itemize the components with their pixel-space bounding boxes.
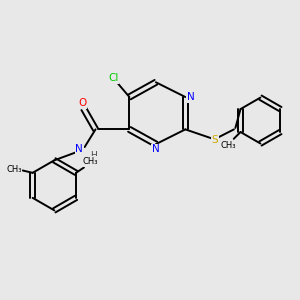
- Text: CH₃: CH₃: [6, 165, 22, 174]
- Text: N: N: [187, 92, 194, 102]
- Text: H: H: [90, 151, 97, 160]
- Text: N: N: [76, 143, 83, 154]
- Text: O: O: [78, 98, 86, 109]
- Text: Cl: Cl: [108, 73, 119, 83]
- Text: CH₃: CH₃: [82, 157, 98, 166]
- Text: S: S: [212, 135, 218, 145]
- Text: CH₃: CH₃: [220, 141, 236, 150]
- Text: N: N: [152, 144, 160, 154]
